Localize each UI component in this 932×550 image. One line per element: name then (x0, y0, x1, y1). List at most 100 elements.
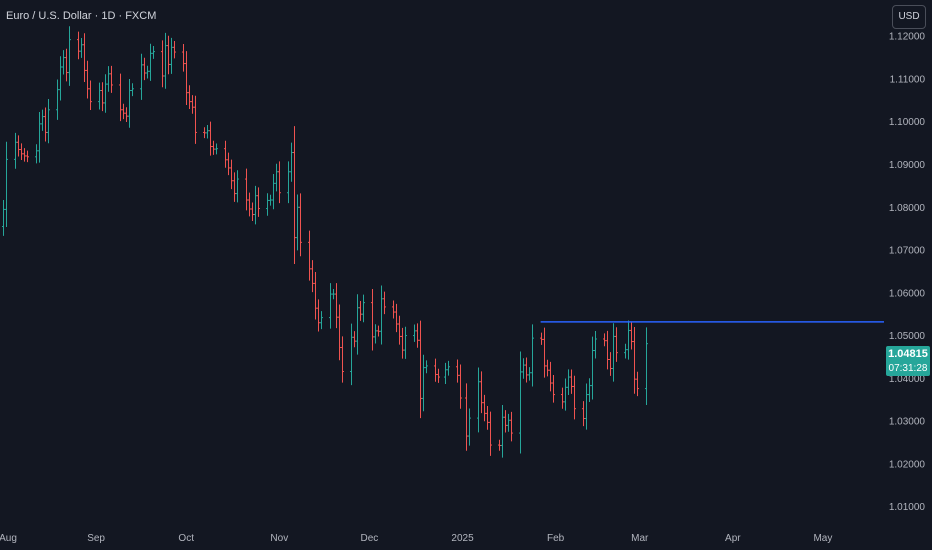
ohlc-bar (206, 125, 209, 139)
ohlc-bar (14, 132, 17, 169)
ohlc-bar (341, 336, 344, 383)
ohlc-bar (182, 44, 185, 72)
ohlc-bar (395, 303, 398, 333)
ohlc-bar (371, 288, 374, 351)
ohlc-bar (317, 299, 320, 332)
ohlc-bar (272, 174, 275, 210)
ohlc-bar (56, 79, 59, 120)
ohlc-bar (392, 300, 395, 319)
y-tick-label: 1.04000 (889, 374, 926, 385)
ohlc-bar (146, 65, 149, 79)
ohlc-bar (444, 362, 447, 384)
ohlc-bar (68, 26, 71, 86)
ohlc-bar (224, 140, 227, 168)
ohlc-bar (573, 375, 576, 420)
ohlc-bar (501, 405, 504, 458)
ohlc-bar (338, 304, 341, 361)
ohlc-bar (164, 32, 167, 89)
ohlc-bar (5, 141, 8, 228)
ohlc-bar (465, 383, 468, 451)
ohlc-bar (567, 369, 570, 396)
ohlc-bar (480, 371, 483, 414)
y-tick-label: 1.03000 (889, 417, 926, 428)
ohlc-bar (528, 367, 531, 381)
ohlc-bar (588, 378, 591, 402)
ohlc-bar (413, 324, 416, 342)
x-tick-label: Oct (178, 533, 194, 544)
ohlc-bar (215, 143, 218, 155)
ohlc-bar (603, 333, 606, 347)
ohlc-bar (540, 332, 543, 345)
y-tick-label: 1.02000 (889, 459, 926, 470)
ohlc-bar (257, 187, 260, 217)
ohlc-bar (606, 330, 609, 370)
ohlc-bar (456, 359, 459, 383)
ohlc-bar (353, 331, 356, 348)
time-axis: Aug Sep Oct Nov Dec 2025 Feb Mar Apr May (0, 533, 832, 544)
ohlc-bar (89, 80, 92, 110)
ohlc-bar (630, 322, 633, 350)
currency-button[interactable]: USD (892, 5, 926, 29)
x-tick-label: Feb (547, 533, 565, 544)
x-tick-label: Aug (0, 533, 17, 544)
ohlc-bar (44, 107, 47, 142)
ohlc-bar (383, 291, 386, 315)
ohlc-bar (419, 320, 422, 419)
ohlc-bar (23, 148, 26, 162)
ohlc-bar (519, 351, 522, 454)
ohlc-bar (194, 95, 197, 144)
ohlc-bar (170, 37, 173, 74)
ohlc-bar (459, 364, 462, 409)
ohlc-bar (209, 121, 212, 156)
ohlc-bar (110, 65, 113, 93)
x-tick-label: Apr (725, 533, 741, 544)
ohlc-bar (278, 161, 281, 204)
ohlc-bar (525, 357, 528, 383)
ohlc-bar (591, 336, 594, 400)
ohlc-bar (293, 126, 296, 265)
ohlc-bar (17, 135, 20, 157)
ohlc-bar (98, 82, 101, 110)
ohlc-bar (35, 144, 38, 164)
ohlc-bar (609, 352, 612, 376)
ohlc-bar (522, 358, 525, 379)
ohlc-bar (615, 327, 618, 362)
ohlc-bar (332, 288, 335, 300)
ohlc-bar (188, 85, 191, 110)
ohlc-bar (398, 315, 401, 345)
y-tick-label: 1.12000 (889, 32, 926, 43)
ohlc-bar (161, 40, 164, 88)
ohlc-bar (585, 383, 588, 430)
ohlc-bar (275, 163, 278, 192)
ohlc-bar (185, 51, 188, 106)
ohlc-bar (125, 107, 128, 123)
x-tick-label: Nov (270, 533, 288, 544)
price-axis: 1.12000 1.11000 1.10000 1.09000 1.08000 1.070… (889, 32, 926, 513)
ohlc-bar (624, 343, 627, 359)
ohlc-bar (83, 33, 86, 82)
ohlc-bar (627, 320, 630, 360)
bar-countdown: 07:31:28 (888, 363, 928, 374)
ohlc-bar (552, 375, 555, 403)
ohlc-bar (203, 127, 206, 139)
ohlc-bar (299, 193, 302, 257)
ohlc-bar (510, 411, 513, 442)
ohlc-bar (86, 60, 89, 99)
ohlc-bar (140, 53, 143, 100)
y-tick-label: 1.09000 (889, 160, 926, 171)
ohlc-bar (266, 193, 269, 216)
ohlc-bar (486, 406, 489, 430)
ohlc-bar (594, 330, 597, 359)
ohlc-bar (230, 159, 233, 190)
ohlc-bar (128, 78, 131, 128)
ohlc-bar (582, 401, 585, 427)
ohlc-bar (167, 35, 170, 75)
ohlc-bar (561, 387, 564, 409)
ohlc-bar (549, 361, 552, 392)
ohlc-bar (2, 199, 5, 236)
ohlc-bar (489, 411, 492, 456)
ohlc-bar (320, 311, 323, 330)
ohlc-bar (404, 326, 407, 359)
ohlc-bar (62, 50, 65, 75)
